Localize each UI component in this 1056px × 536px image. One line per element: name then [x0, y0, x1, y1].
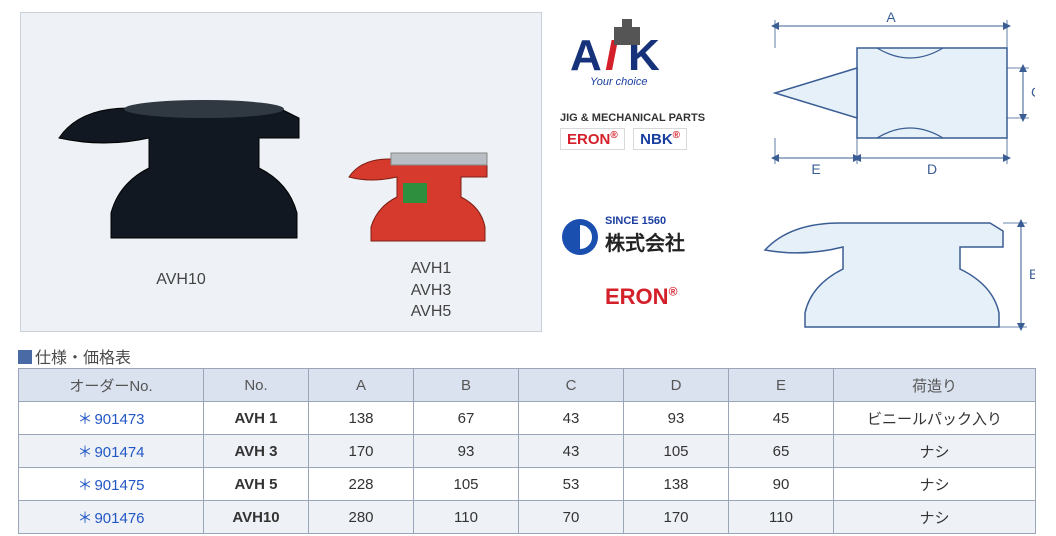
svg-text:D: D [927, 161, 937, 177]
svg-text:B: B [1029, 266, 1035, 282]
page: AVH10 AVH1 AVH3 AVH5 A I K Your choice J… [0, 0, 1056, 536]
cell-dim-b: 110 [414, 501, 519, 534]
cell-dim-e: 45 [729, 402, 834, 435]
company-name: 株式会社 [605, 227, 685, 256]
th-a: A [309, 369, 414, 402]
table-header-row: オーダーNo. No. A B C D E 荷造り [19, 369, 1036, 402]
cell-order-no[interactable]: ＊901476 [19, 501, 204, 534]
aik-tagline: Your choice [590, 76, 647, 88]
label-avh1-3-5: AVH1 AVH3 AVH5 [371, 258, 491, 323]
anvil-black-image [49, 73, 309, 243]
cell-dim-a: 280 [309, 501, 414, 534]
table-row: ＊901476AVH1028011070170110ナシ [19, 501, 1036, 534]
th-order-no: オーダーNo. [19, 369, 204, 402]
cell-dim-c: 53 [519, 468, 624, 501]
eron-logo-large: ERON® [605, 284, 677, 310]
cell-dim-e: 110 [729, 501, 834, 534]
cell-packing: ナシ [834, 468, 1036, 501]
cell-dim-c: 70 [519, 501, 624, 534]
jig-mechanical-label: JIG & MECHANICAL PARTS [560, 112, 705, 124]
table-row: ＊901474AVH 3170934310565ナシ [19, 435, 1036, 468]
cell-dim-d: 138 [624, 468, 729, 501]
nbk-badge: NBK® [633, 128, 687, 150]
th-c: C [519, 369, 624, 402]
cell-packing: ナシ [834, 435, 1036, 468]
heading-square-icon [18, 350, 32, 364]
company-mark-icon [560, 217, 600, 257]
cell-model-no: AVH 5 [204, 468, 309, 501]
anvil-red-image [341, 143, 491, 243]
cell-dim-c: 43 [519, 402, 624, 435]
section-heading: 仕様・価格表 [18, 344, 131, 368]
cell-dim-d: 105 [624, 435, 729, 468]
cell-dim-d: 93 [624, 402, 729, 435]
cell-model-no: AVH10 [204, 501, 309, 534]
cell-order-no[interactable]: ＊901474 [19, 435, 204, 468]
company-since: SINCE 1560 [605, 215, 685, 227]
table-row: ＊901473AVH 113867439345ビニールパック入り [19, 402, 1036, 435]
product-photo-panel: AVH10 AVH1 AVH3 AVH5 [20, 12, 542, 332]
svg-text:A: A [570, 31, 602, 80]
cell-model-no: AVH 3 [204, 435, 309, 468]
eron-badge: ERON® [560, 128, 625, 150]
cell-dim-a: 228 [309, 468, 414, 501]
th-e: E [729, 369, 834, 402]
cell-dim-d: 170 [624, 501, 729, 534]
cell-dim-c: 43 [519, 435, 624, 468]
cell-dim-e: 65 [729, 435, 834, 468]
cell-packing: ナシ [834, 501, 1036, 534]
svg-text:A: A [886, 9, 896, 25]
diagram-side-view: B [745, 205, 1035, 335]
th-packing: 荷造り [834, 369, 1036, 402]
th-no: No. [204, 369, 309, 402]
svg-text:C: C [1031, 84, 1035, 100]
cell-dim-b: 67 [414, 402, 519, 435]
table-row: ＊901475AVH 52281055313890ナシ [19, 468, 1036, 501]
th-b: B [414, 369, 519, 402]
spec-table: オーダーNo. No. A B C D E 荷造り ＊901473AVH 113… [18, 368, 1036, 534]
cell-dim-a: 170 [309, 435, 414, 468]
cell-model-no: AVH 1 [204, 402, 309, 435]
cell-dim-b: 105 [414, 468, 519, 501]
company-logo: SINCE 1560 株式会社 [560, 215, 685, 256]
aik-logo: A I K [570, 15, 700, 85]
brand-bar: ERON® NBK® [560, 128, 720, 152]
cell-order-no[interactable]: ＊901475 [19, 468, 204, 501]
cell-order-no[interactable]: ＊901473 [19, 402, 204, 435]
cell-packing: ビニールパック入り [834, 402, 1036, 435]
th-d: D [624, 369, 729, 402]
section-heading-text: 仕様・価格表 [35, 350, 131, 367]
svg-text:E: E [811, 161, 820, 177]
cell-dim-e: 90 [729, 468, 834, 501]
cell-dim-b: 93 [414, 435, 519, 468]
diagram-top-view: A C E D [745, 8, 1035, 178]
label-avh10: AVH10 [121, 271, 241, 289]
cell-dim-a: 138 [309, 402, 414, 435]
